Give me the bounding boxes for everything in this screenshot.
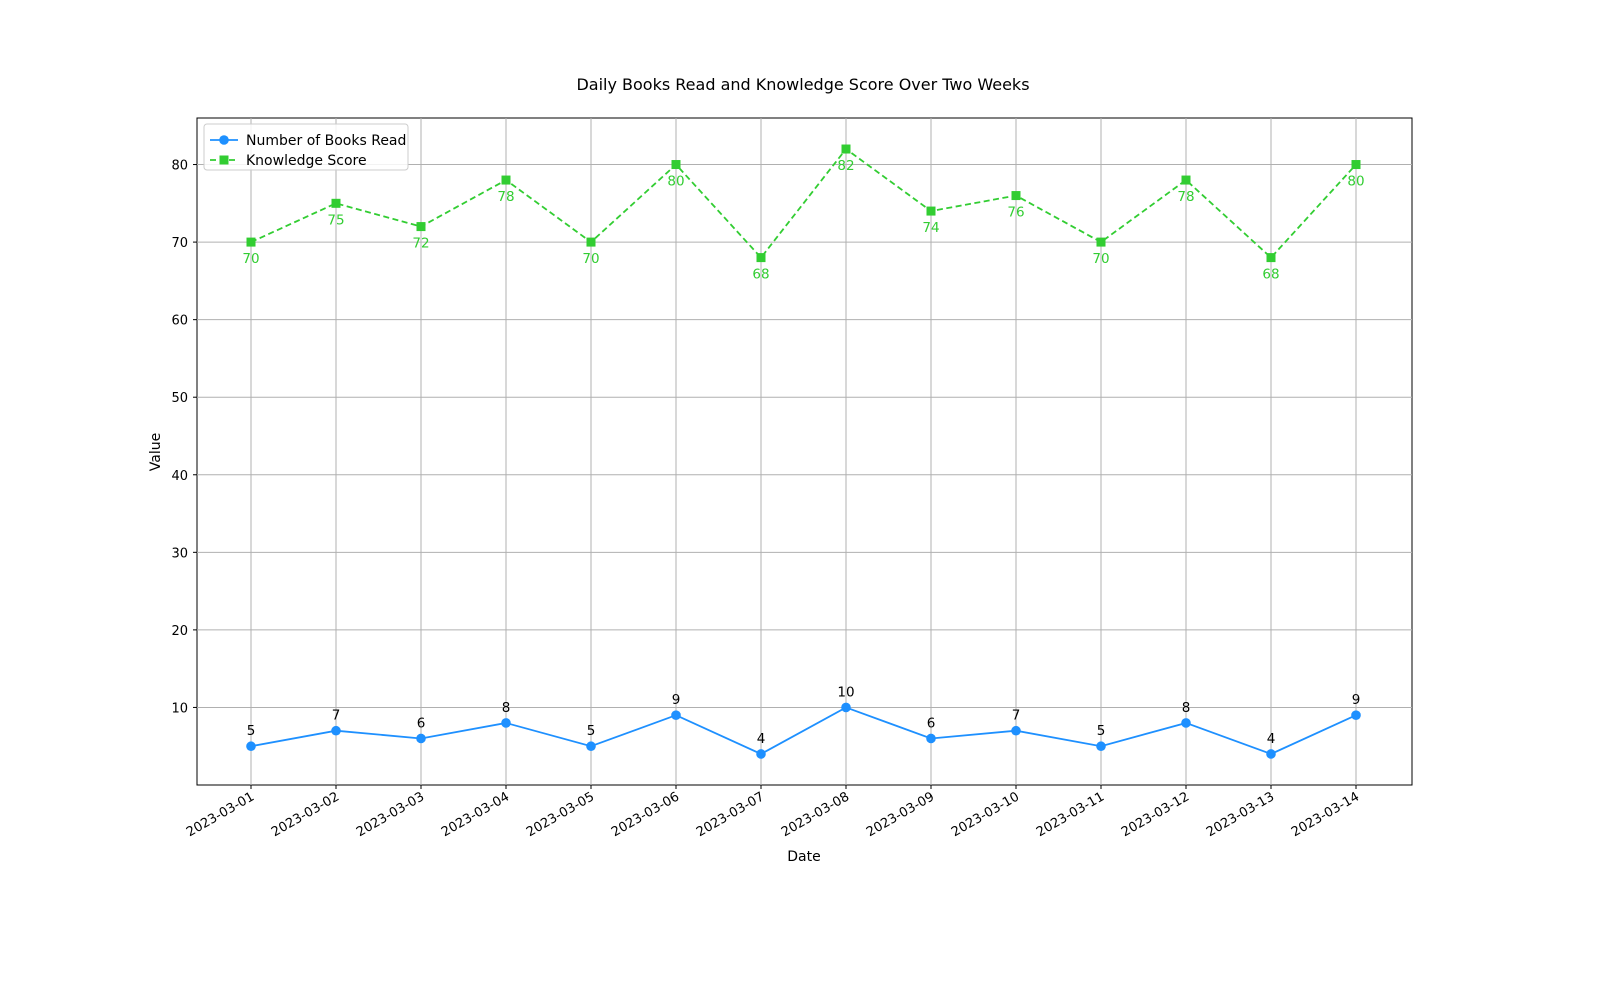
data-label: 8 — [1182, 700, 1191, 716]
data-label: 78 — [497, 189, 514, 205]
data-label: 75 — [327, 212, 344, 228]
legend-label: Number of Books Read — [246, 133, 406, 149]
data-point-square — [1011, 191, 1021, 201]
x-tick-label: 2023-03-07 — [694, 789, 767, 840]
data-label: 78 — [1177, 189, 1194, 205]
x-tick-label: 2023-03-10 — [949, 789, 1022, 840]
chart-title: Daily Books Read and Knowledge Score Ove… — [576, 75, 1029, 94]
data-label: 8 — [502, 700, 511, 716]
data-point-circle — [756, 749, 766, 759]
data-label: 80 — [667, 174, 684, 190]
data-label: 7 — [1012, 708, 1021, 724]
x-tick-label: 2023-03-12 — [1119, 789, 1192, 840]
x-tick-label: 2023-03-08 — [779, 789, 852, 840]
data-label: 70 — [242, 251, 259, 267]
x-tick-label: 2023-03-13 — [1204, 789, 1277, 840]
legend: Number of Books Read Knowledge Score — [203, 123, 409, 171]
x-tick-label: 2023-03-11 — [1034, 789, 1107, 840]
data-point-circle — [841, 702, 851, 713]
data-point-circle — [501, 718, 511, 728]
y-tick-label: 40 — [171, 469, 188, 484]
data-point-square — [671, 160, 681, 170]
data-point-square — [1351, 160, 1361, 170]
legend-box — [203, 123, 409, 171]
data-label: 70 — [1092, 251, 1109, 267]
plot-area — [196, 117, 1413, 786]
data-point-square — [1266, 253, 1276, 263]
data-point-square — [841, 144, 851, 154]
data-label: 76 — [1007, 205, 1024, 221]
data-point-square — [246, 237, 256, 247]
data-point-circle — [586, 741, 596, 752]
y-axis: 10 20 30 40 50 60 70 80 — [171, 159, 197, 716]
data-label: 5 — [587, 723, 596, 739]
data-point-circle — [416, 733, 426, 744]
data-point-square — [1181, 175, 1191, 185]
series-layer — [246, 144, 1361, 759]
data-label: 82 — [837, 158, 854, 174]
x-tick-label: 2023-03-04 — [439, 789, 512, 840]
data-label: 4 — [757, 731, 766, 747]
data-point-circle — [1011, 725, 1021, 736]
x-axis-title: Date — [787, 849, 820, 865]
y-tick-label: 10 — [171, 701, 188, 716]
data-label: 74 — [922, 220, 939, 236]
data-label: 6 — [927, 715, 936, 731]
x-tick-label: 2023-03-09 — [864, 789, 937, 840]
y-tick-label: 60 — [171, 314, 188, 329]
data-label: 6 — [417, 715, 426, 731]
data-label: 5 — [247, 723, 256, 739]
data-point-square — [416, 222, 426, 232]
data-label: 68 — [752, 267, 769, 283]
y-tick-label: 80 — [171, 159, 188, 174]
y-axis-title: Value — [148, 433, 164, 471]
legend-marker-square — [219, 155, 229, 165]
data-point-square — [501, 175, 511, 185]
data-label: 68 — [1262, 267, 1279, 283]
y-tick-label: 70 — [171, 236, 188, 251]
data-point-circle — [1266, 749, 1276, 759]
legend-marker-circle — [219, 135, 229, 145]
x-tick-label: 2023-03-06 — [609, 789, 682, 840]
data-label: 72 — [412, 236, 429, 252]
data-point-circle — [1181, 718, 1191, 728]
data-point-circle — [926, 733, 936, 744]
data-label: 70 — [582, 251, 599, 267]
grid — [197, 118, 1412, 785]
data-label: 9 — [672, 692, 681, 708]
series-line-1 — [250, 147, 1357, 259]
data-point-circle — [246, 741, 256, 752]
data-point-circle — [671, 710, 681, 720]
x-tick-label: 2023-03-05 — [524, 789, 597, 840]
y-tick-label: 50 — [171, 391, 188, 406]
data-point-square — [586, 237, 596, 247]
data-point-circle — [1096, 741, 1106, 752]
x-tick-label: 2023-03-01 — [184, 789, 257, 840]
data-point-square — [756, 253, 766, 263]
x-tick-label: 2023-03-03 — [354, 789, 427, 840]
x-axis: 2023-03-01 2023-03-02 2023-03-03 2023-03-04… — [184, 785, 1362, 840]
data-label: 80 — [1347, 174, 1364, 190]
data-point-circle — [1351, 710, 1361, 720]
data-label: 4 — [1267, 731, 1276, 747]
series-line-0 — [250, 706, 1357, 755]
data-label: 5 — [1097, 723, 1106, 739]
data-point-circle — [331, 725, 341, 736]
data-label: 9 — [1352, 692, 1361, 708]
data-label: 10 — [837, 684, 854, 700]
x-tick-label: 2023-03-02 — [269, 789, 342, 840]
y-tick-label: 30 — [171, 546, 188, 561]
legend-label: Knowledge Score — [246, 153, 367, 169]
x-tick-label: 2023-03-14 — [1289, 789, 1362, 840]
data-label: 7 — [332, 708, 341, 724]
y-tick-label: 20 — [171, 624, 188, 639]
data-point-square — [926, 206, 936, 216]
data-point-square — [331, 198, 341, 208]
data-point-square — [1096, 237, 1106, 247]
